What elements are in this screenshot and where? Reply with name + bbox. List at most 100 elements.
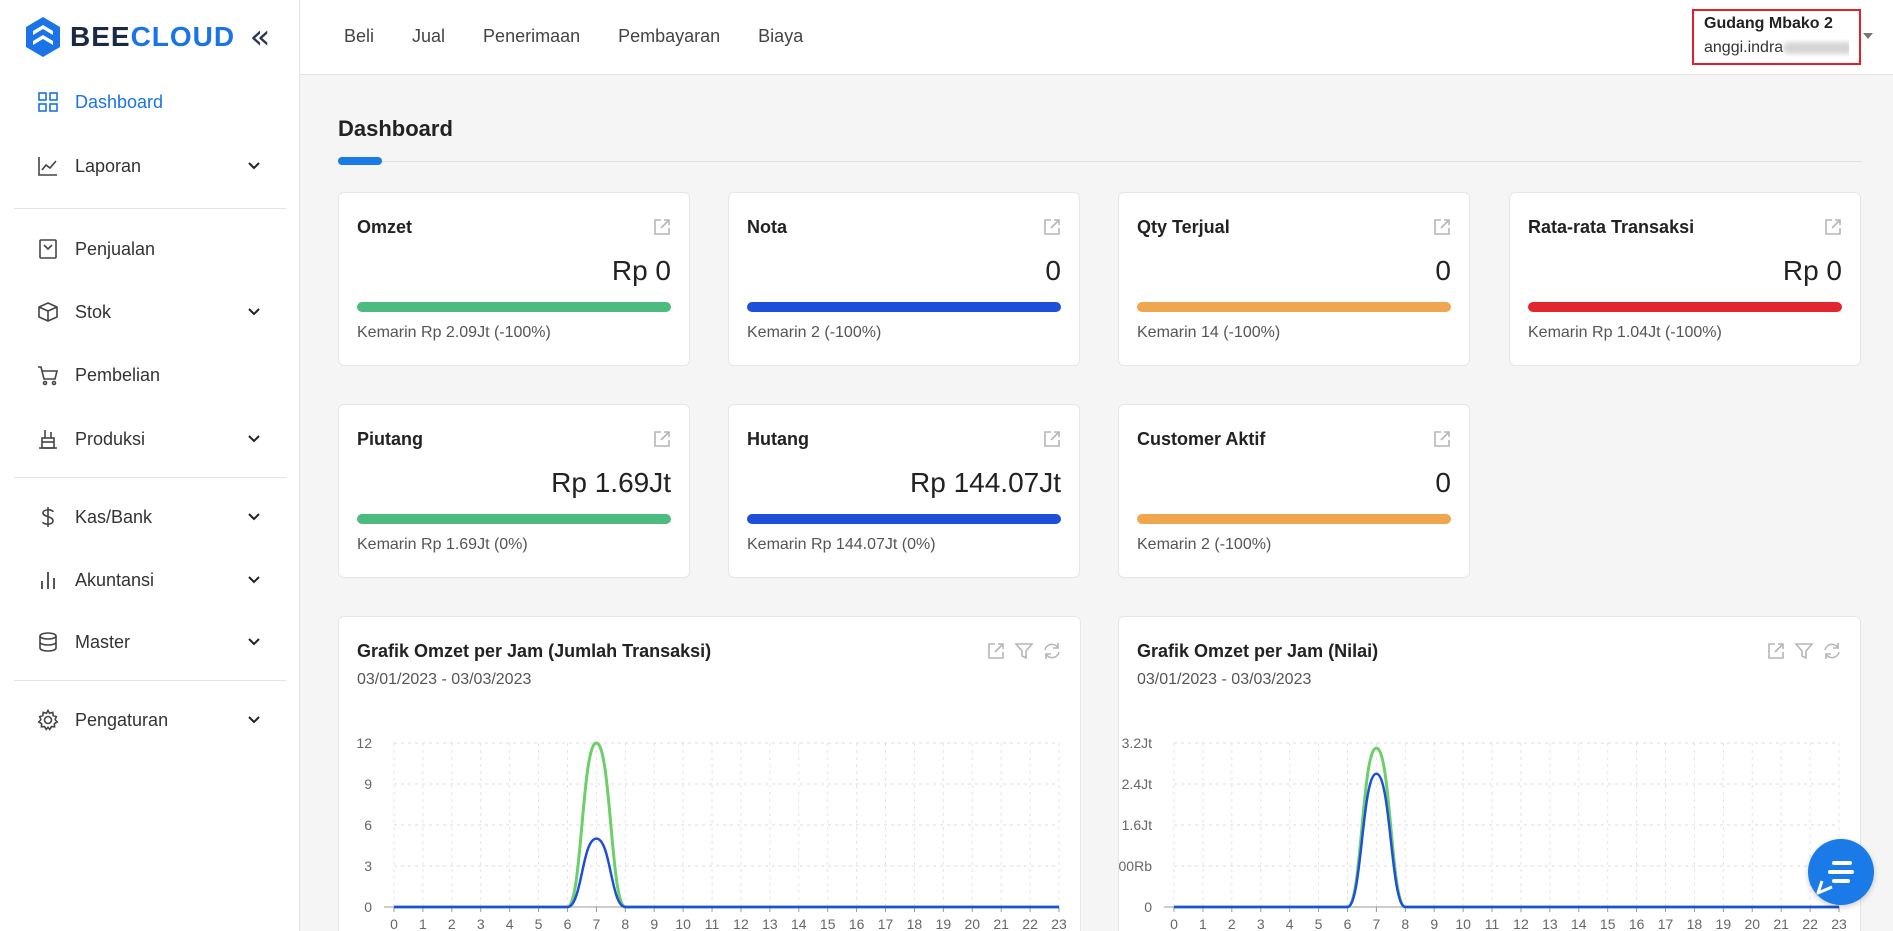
stat-value: 0 <box>1435 467 1451 498</box>
stat-title: Qty Terjual <box>1137 217 1230 237</box>
user-email-text: anggi.indra <box>1704 39 1784 56</box>
x-tick-label: 8 <box>621 916 629 931</box>
caret-down-icon[interactable] <box>1863 33 1873 39</box>
user-menu[interactable]: Gudang Mbako 2 anggi.indra <box>1692 9 1861 65</box>
chart-plot-nilai: 0800Rb1.6Jt2.4Jt3.2Jt0123456789101112131… <box>1119 735 1847 931</box>
y-tick-label: 0 <box>364 899 372 915</box>
external-link-icon[interactable] <box>986 641 1006 661</box>
chevron-down-icon <box>248 513 260 521</box>
sidebar-item-label: Akuntansi <box>75 569 155 590</box>
stat-title: Nota <box>747 217 787 237</box>
sidebar-item-penjualan[interactable]: Penjualan <box>0 227 300 271</box>
series-line-1 <box>1174 772 1839 909</box>
page-title: Dashboard <box>338 116 453 141</box>
series-line-0 <box>1174 746 1839 909</box>
user-store-name: Gudang Mbako 2 <box>1704 15 1833 32</box>
sidebar-item-laporan[interactable]: Laporan <box>0 144 300 188</box>
sidebar-divider <box>14 208 286 209</box>
external-link-icon[interactable] <box>1766 641 1786 661</box>
sidebar-item-pembelian[interactable]: Pembelian <box>0 353 300 397</box>
sidebar-item-produksi[interactable]: Produksi <box>0 417 300 461</box>
x-tick-label: 3 <box>477 916 485 931</box>
x-tick-label: 10 <box>675 916 691 931</box>
chevron-down-icon <box>248 576 260 584</box>
grid-icon <box>36 90 60 114</box>
sidebar-item-label: Pengaturan <box>75 709 169 730</box>
filter-icon[interactable] <box>1794 641 1814 661</box>
sidebar-divider <box>14 680 286 681</box>
stat-title: Customer Aktif <box>1137 429 1266 449</box>
stat-comparison: Kemarin Rp 1.04Jt (-100%) <box>1528 324 1722 341</box>
x-tick-label: 17 <box>878 916 894 931</box>
x-tick-label: 5 <box>535 916 543 931</box>
box-icon <box>36 300 60 324</box>
stat-comparison: Kemarin 14 (-100%) <box>1137 324 1281 341</box>
x-tick-label: 22 <box>1802 916 1818 931</box>
stat-progress-bar <box>747 514 1061 524</box>
sidebar-item-master[interactable]: Master <box>0 620 300 664</box>
sidebar-item-pengaturan[interactable]: Pengaturan <box>0 698 300 742</box>
x-tick-label: 2 <box>448 916 456 931</box>
stat-card-hutang: Hutang Rp 144.07Jt Kemarin Rp 144.07Jt (… <box>728 404 1080 578</box>
sidebar-item-dashboard[interactable]: Dashboard <box>0 80 300 124</box>
chevron-down-icon <box>248 162 260 170</box>
sidebar: BEECLOUD « Dashboard Laporan <box>0 0 300 931</box>
external-link-icon[interactable] <box>1432 429 1452 449</box>
x-tick-label: 4 <box>1286 916 1294 931</box>
x-tick-label: 23 <box>1831 916 1847 931</box>
refresh-icon[interactable] <box>1042 641 1062 661</box>
x-tick-label: 21 <box>1773 916 1789 931</box>
external-link-icon[interactable] <box>652 217 672 237</box>
stat-progress-bar <box>357 514 671 524</box>
sidebar-item-stok[interactable]: Stok <box>0 290 300 334</box>
top-menu-pembayaran[interactable]: Pembayaran <box>618 26 721 46</box>
y-tick-label: 6 <box>364 817 372 833</box>
double-chevron-left-icon[interactable]: « <box>249 17 271 57</box>
external-link-icon[interactable] <box>1042 217 1062 237</box>
chart-date-range: 03/01/2023 - 03/03/2023 <box>1137 671 1312 688</box>
stat-title: Piutang <box>357 429 423 449</box>
external-link-icon[interactable] <box>1432 217 1452 237</box>
top-menu-beli[interactable]: Beli <box>344 26 375 46</box>
top-menu-jual[interactable]: Jual <box>412 26 446 46</box>
external-link-icon[interactable] <box>652 429 672 449</box>
external-link-icon[interactable] <box>1823 217 1843 237</box>
sidebar-item-akuntansi[interactable]: Akuntansi <box>0 558 300 602</box>
user-email: anggi.indra <box>1704 39 1849 57</box>
sidebar-item-kas-bank[interactable]: Kas/Bank <box>0 495 300 539</box>
top-menu-penerimaan[interactable]: Penerimaan <box>483 26 581 46</box>
external-link-icon[interactable] <box>1042 429 1062 449</box>
chevron-down-icon <box>248 638 260 646</box>
chat-button[interactable] <box>1808 839 1874 905</box>
x-tick-label: 15 <box>820 916 836 931</box>
x-tick-label: 13 <box>762 916 778 931</box>
receipt-icon <box>36 237 60 261</box>
x-tick-label: 11 <box>705 916 720 931</box>
top-menu: Beli Jual Penerimaan Pembayaran Biaya <box>344 26 803 47</box>
chart-toolbar <box>1766 641 1842 661</box>
chevron-down-icon <box>248 435 260 443</box>
stat-comparison: Kemarin 2 (-100%) <box>747 324 882 341</box>
filter-icon[interactable] <box>1014 641 1034 661</box>
x-tick-label: 15 <box>1600 916 1616 931</box>
brand[interactable]: BEECLOUD <box>24 16 235 58</box>
title-accent-bar <box>338 157 382 165</box>
stat-card-omzet: Omzet Rp 0 Kemarin Rp 2.09Jt (-100%) <box>338 192 690 366</box>
stat-card-qty-terjual: Qty Terjual 0 Kemarin 14 (-100%) <box>1118 192 1470 366</box>
y-tick-label: 2.4Jt <box>1122 776 1152 792</box>
refresh-icon[interactable] <box>1822 641 1842 661</box>
stat-value: Rp 0 <box>1782 255 1842 286</box>
x-tick-label: 22 <box>1022 916 1038 931</box>
chevron-down-icon <box>248 308 260 316</box>
chart-card-nilai: Grafik Omzet per Jam (Nilai) 03/01/2023 … <box>1118 616 1861 931</box>
brand-cloud: CLOUD <box>130 21 236 52</box>
stat-title: Omzet <box>357 217 413 237</box>
x-tick-label: 3 <box>1257 916 1265 931</box>
x-tick-label: 5 <box>1315 916 1323 931</box>
stat-title: Hutang <box>747 429 809 449</box>
stat-card-rata-rata-transaksi: Rata-rata Transaksi Rp 0 Kemarin Rp 1.04… <box>1509 192 1861 366</box>
y-tick-label: 0 <box>1144 899 1152 915</box>
x-tick-label: 9 <box>650 916 658 931</box>
top-menu-biaya[interactable]: Biaya <box>758 26 804 46</box>
stat-progress-bar <box>357 302 671 312</box>
